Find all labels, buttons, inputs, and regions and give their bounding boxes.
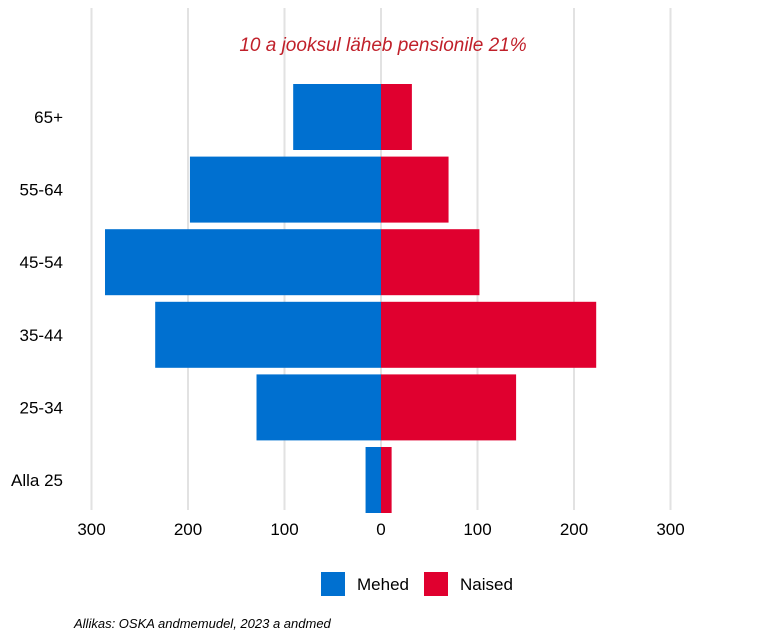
bar-mehed-25-34 bbox=[256, 374, 381, 441]
x-tick-label-4: 100 bbox=[463, 520, 491, 539]
legend: Mehed Naised bbox=[321, 572, 513, 596]
legend-swatch-naised bbox=[424, 572, 448, 596]
bar-naised-25-34 bbox=[381, 374, 517, 441]
x-tick-label-6: 300 bbox=[656, 520, 684, 539]
bar-mehed-35-44 bbox=[155, 301, 381, 368]
bar-naised-65- bbox=[381, 84, 412, 150]
source-note: Allikas: OSKA andmemudel, 2023 a andmed bbox=[73, 616, 332, 631]
bar-naised-35-44 bbox=[381, 301, 597, 368]
x-tick-label-3: 0 bbox=[376, 520, 385, 539]
bar-naised-alla-25 bbox=[381, 447, 392, 513]
category-label-25-34: 25-34 bbox=[20, 398, 63, 417]
x-tick-label-0: 300 bbox=[77, 520, 105, 539]
category-label-alla-25: Alla 25 bbox=[11, 471, 63, 490]
bar-naised-55-64 bbox=[381, 156, 449, 223]
category-label-45-54: 45-54 bbox=[20, 253, 63, 272]
chart-annotation: 10 a jooksul läheb pensionile 21% bbox=[239, 35, 526, 56]
legend-label-mehed: Mehed bbox=[357, 575, 409, 594]
bar-mehed-alla-25 bbox=[365, 447, 381, 513]
bar-naised-45-54 bbox=[381, 229, 480, 296]
x-tick-label-2: 100 bbox=[270, 520, 298, 539]
x-tick-label-1: 200 bbox=[174, 520, 202, 539]
legend-swatch-mehed bbox=[321, 572, 345, 596]
bar-mehed-65- bbox=[293, 84, 381, 150]
legend-label-naised: Naised bbox=[460, 575, 513, 594]
bar-mehed-45-54 bbox=[105, 229, 381, 296]
category-label-55-64: 55-64 bbox=[20, 181, 63, 200]
bar-mehed-55-64 bbox=[189, 156, 381, 223]
category-label-35-44: 35-44 bbox=[20, 326, 63, 345]
category-labels: Alla 25 25-34 35-44 45-54 55-64 65+ bbox=[11, 108, 63, 490]
category-label-65-: 65+ bbox=[34, 108, 63, 127]
bars bbox=[105, 84, 597, 513]
x-tick-label-5: 200 bbox=[560, 520, 588, 539]
x-tick-labels: 300 200 100 0 100 200 300 bbox=[77, 520, 684, 539]
